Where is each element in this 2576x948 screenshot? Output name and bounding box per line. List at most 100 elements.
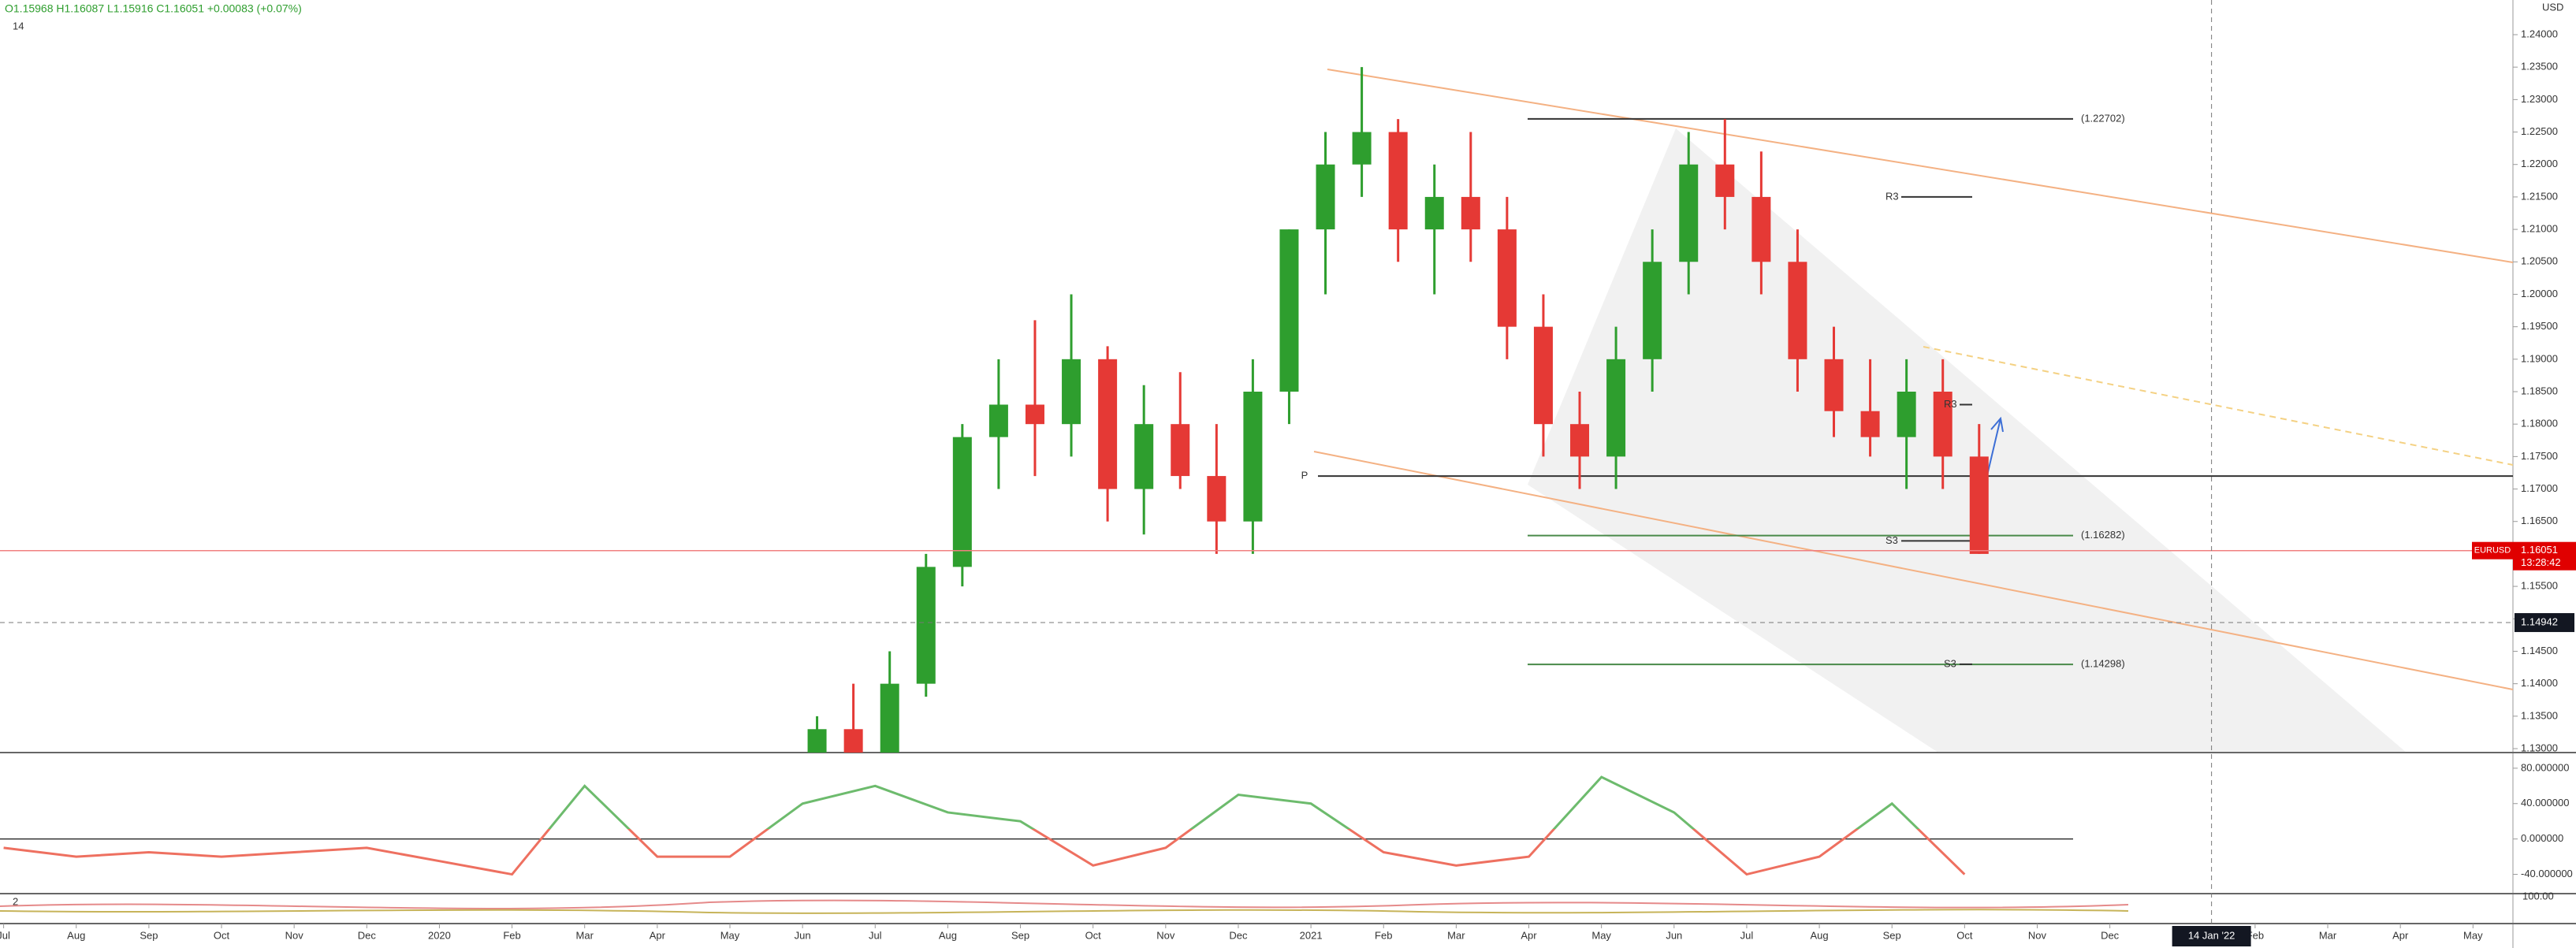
main-pane: [807, 67, 2513, 753]
trend-line: [1327, 69, 2513, 263]
y-tick-label: 1.15500: [2521, 580, 2558, 592]
candle-body: [1751, 196, 1771, 262]
candle-body: [1025, 404, 1044, 425]
osc-tick-label: -40.000000: [2521, 868, 2573, 879]
x-tick-label: Apr: [1521, 929, 1537, 941]
candle-body: [1860, 411, 1880, 437]
y-tick-label: 1.19500: [2521, 320, 2558, 332]
y-tick-label: 1.14000: [2521, 677, 2558, 689]
x-tick-label: Oct: [214, 929, 230, 941]
candle-body: [1643, 262, 1662, 359]
x-tick-label: Feb: [503, 929, 520, 941]
candle-body: [1352, 132, 1372, 165]
x-tick-label: Nov: [1156, 929, 1175, 941]
osc-tick-label: 40.000000: [2521, 797, 2569, 809]
lower-tick: 100.00: [2522, 890, 2554, 902]
interval-label[interactable]: 14: [13, 20, 24, 32]
x-tick-label: Oct: [1085, 929, 1102, 941]
y-tick-label: 1.22500: [2521, 125, 2558, 137]
y-tick-label: 1.24000: [2521, 28, 2558, 39]
candle-body: [1279, 229, 1299, 392]
x-tick-label: 2021: [1300, 929, 1323, 941]
trend-line: [1923, 346, 2513, 466]
y-tick-label: 1.13500: [2521, 709, 2558, 721]
crosshair-x-tag: [2172, 926, 2251, 946]
y-tick-label: 1.23500: [2521, 61, 2558, 72]
lower-interval[interactable]: 2: [13, 895, 18, 907]
candle-body: [843, 729, 863, 753]
x-tick-label: Nov: [2028, 929, 2047, 941]
x-tick-label: Jul: [0, 929, 10, 941]
x-tick-label: Jun: [795, 929, 811, 941]
pivot-label: S3: [1944, 657, 1956, 669]
forecast-arrow-head: [1990, 416, 2004, 433]
x-tick-label: Feb: [1375, 929, 1392, 941]
candle-body: [1388, 132, 1408, 230]
symbol-label: EURUSD: [2474, 546, 2511, 556]
candle-body: [1715, 164, 1735, 197]
candle-body: [1243, 392, 1263, 522]
level-name: P: [1301, 470, 1308, 481]
oscillator-line-down: [3, 829, 1966, 876]
pivot-label: S3: [1885, 534, 1898, 546]
candle-body: [1098, 359, 1118, 489]
level-label: (1.22702): [2081, 112, 2125, 124]
candle-body: [1969, 456, 1989, 554]
crosshair-tag: [2515, 613, 2574, 633]
last-price-tag: [2513, 541, 2576, 571]
x-tick-label: Aug: [67, 929, 85, 941]
x-tick-label: May: [720, 929, 740, 941]
x-tick-label: Jun: [1666, 929, 1682, 941]
x-tick-label: May: [1591, 929, 1611, 941]
candle-body: [1062, 359, 1081, 425]
crosshair-x-label: 14 Jan '22: [2188, 929, 2235, 941]
candle-body: [1533, 326, 1553, 425]
x-tick-label: Jul: [869, 929, 882, 941]
candle-body: [1570, 424, 1590, 457]
x-tick-label: Aug: [1811, 929, 1829, 941]
candle-body: [1606, 359, 1626, 457]
oscillator-line-up: [547, 775, 1920, 829]
x-tick-label: Dec: [358, 929, 377, 941]
x-tick-label: Mar: [1447, 929, 1465, 941]
lower-indicator: [0, 899, 2129, 909]
x-tick-label: Sep: [1883, 929, 1901, 941]
x-tick-label: Dec: [2101, 929, 2120, 941]
y-tick-label: 1.18500: [2521, 385, 2558, 396]
y-tick-label: 1.23000: [2521, 93, 2558, 105]
y-tick-label: 1.20000: [2521, 288, 2558, 299]
lower-indicator: [0, 909, 2129, 914]
currency-label[interactable]: USD: [2542, 1, 2563, 13]
y-tick-label: 1.17000: [2521, 482, 2558, 494]
x-tick-label: Apr: [650, 929, 666, 941]
candle-body: [1316, 164, 1335, 230]
symbol-tag: [2472, 541, 2513, 560]
candle-body: [1171, 424, 1190, 477]
x-tick-label: Nov: [285, 929, 304, 941]
candle-body: [1679, 164, 1699, 262]
candle-body: [1897, 392, 1916, 437]
ohlc-legend: O1.15968 H1.16087 L1.15916 C1.16051 +0.0…: [5, 2, 302, 15]
candle-body: [1824, 359, 1844, 411]
x-tick-label: 2020: [428, 929, 451, 941]
x-tick-label: Dec: [1229, 929, 1248, 941]
countdown-label: 13:28:42: [2521, 556, 2561, 568]
pivot-label: R3: [1885, 190, 1899, 202]
y-tick-label: 1.20500: [2521, 255, 2558, 267]
x-tick-label: Mar: [2319, 929, 2337, 941]
y-tick-label: 1.16500: [2521, 515, 2558, 526]
x-tick-label: May: [2463, 929, 2483, 941]
candle-body: [1788, 262, 1807, 359]
pivot-label: R3: [1944, 398, 1957, 410]
candle-body: [1207, 476, 1227, 522]
candle-body: [1424, 196, 1444, 230]
y-tick-label: 1.17500: [2521, 450, 2558, 462]
y-tick-label: 1.19000: [2521, 352, 2558, 364]
candle-body: [1461, 196, 1480, 230]
y-tick-label: 1.21500: [2521, 190, 2558, 202]
level-label: (1.14298): [2081, 658, 2125, 670]
osc-tick-label: 0.000000: [2521, 832, 2563, 844]
candle-body: [1134, 424, 1154, 489]
